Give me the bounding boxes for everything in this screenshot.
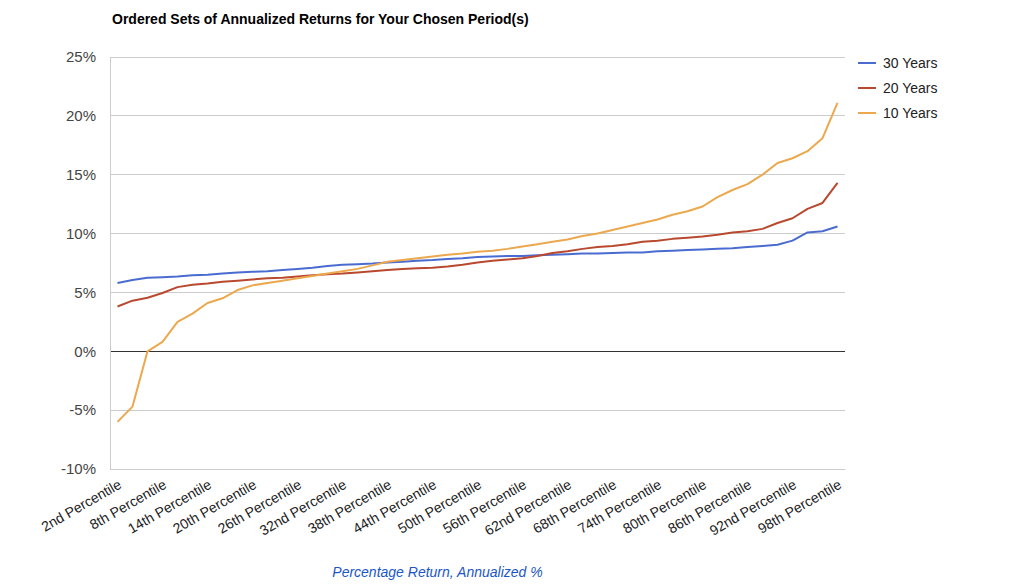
chart: Ordered Sets of Annualized Returns for Y… <box>0 0 1024 585</box>
y-tick-label: -5% <box>69 401 96 418</box>
y-tick-label: 15% <box>66 166 96 183</box>
y-tick-label: 25% <box>66 48 96 65</box>
x-axis-title: Percentage Return, Annualized % <box>332 564 542 580</box>
legend-swatch <box>858 62 876 64</box>
grid-line <box>110 292 845 293</box>
legend: 30 Years 20 Years 10 Years <box>858 55 938 121</box>
x-tick-label: 98th Percentile <box>755 476 844 537</box>
series-line <box>118 103 838 422</box>
y-tick: 25% <box>66 48 110 65</box>
x-tick: 14th Percentile <box>125 469 214 537</box>
x-tick: 32nd Percentile <box>257 469 349 538</box>
y-tick-label: 10% <box>66 225 96 242</box>
y-tick: -10% <box>61 460 110 477</box>
x-tick: 62nd Percentile <box>482 469 574 538</box>
grid <box>110 57 845 469</box>
x-tick: 80th Percentile <box>620 469 709 537</box>
legend-label: 30 Years <box>883 55 938 71</box>
x-axis-line <box>111 469 846 470</box>
legend-swatch <box>858 112 876 114</box>
y-axis-line <box>110 58 111 470</box>
y-tick: 15% <box>66 166 110 183</box>
y-tick: 10% <box>66 225 110 242</box>
grid-line <box>110 115 845 116</box>
grid-line <box>110 410 845 411</box>
x-tick: 98th Percentile <box>755 469 844 537</box>
x-tick: 74th Percentile <box>575 469 664 537</box>
x-tick: 44th Percentile <box>350 469 439 537</box>
grid-line <box>110 469 845 470</box>
grid-line <box>110 233 845 234</box>
y-tick: 5% <box>74 284 110 301</box>
y-tick: -5% <box>69 401 110 418</box>
lines <box>118 103 838 422</box>
series-line <box>118 227 838 284</box>
x-tick: 20th Percentile <box>170 469 259 537</box>
y-tick: 0% <box>74 343 110 360</box>
legend-swatch <box>858 87 876 89</box>
y-axis: -10% -5% 0% 5% 10% 15% 20% 25% <box>61 48 111 477</box>
x-tick: 2nd Percentile <box>38 469 124 535</box>
x-axis: 2nd Percentile8th Percentile14th Percent… <box>38 469 845 538</box>
grid-line <box>110 174 845 175</box>
x-tick: 38th Percentile <box>305 469 394 537</box>
y-tick-label: -10% <box>61 460 96 477</box>
x-tick: 68th Percentile <box>530 469 619 537</box>
y-tick-label: 5% <box>74 284 96 301</box>
x-tick: 50th Percentile <box>395 469 484 537</box>
y-tick: 20% <box>66 107 110 124</box>
y-tick-label: 0% <box>74 343 96 360</box>
chart-title: Ordered Sets of Annualized Returns for Y… <box>112 11 529 27</box>
y-tick-label: 20% <box>66 107 96 124</box>
grid-line <box>110 57 845 58</box>
legend-label: 20 Years <box>883 80 938 96</box>
series-line <box>118 183 838 307</box>
grid-line <box>110 351 845 352</box>
x-tick: 92nd Percentile <box>707 469 799 538</box>
legend-label: 10 Years <box>883 105 938 121</box>
